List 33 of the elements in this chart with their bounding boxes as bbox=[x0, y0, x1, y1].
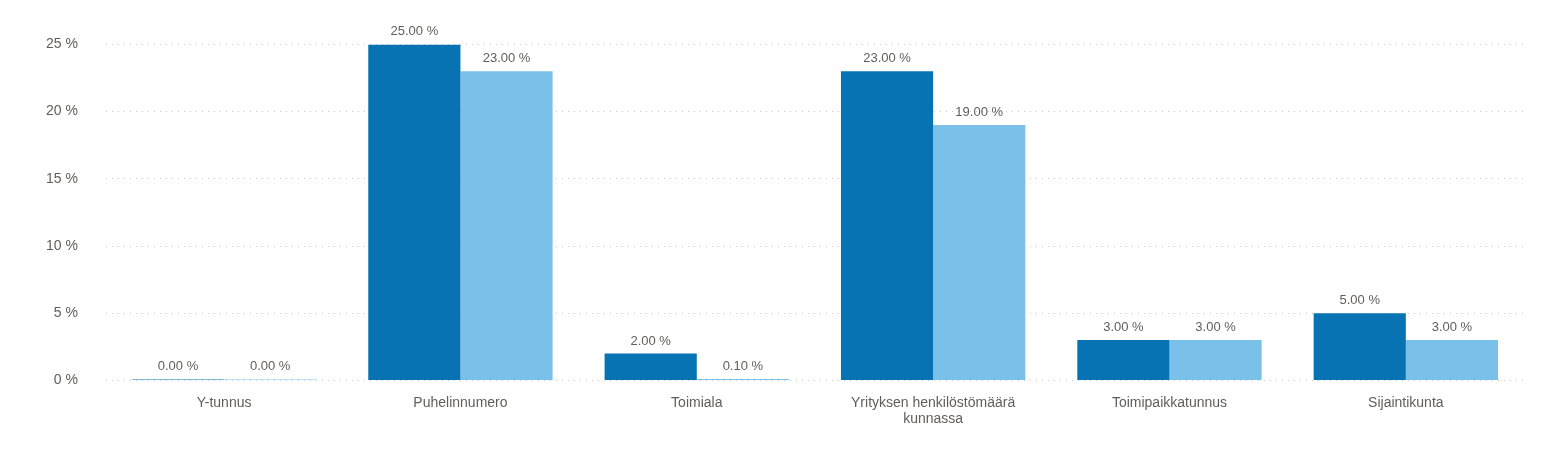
bar bbox=[1077, 340, 1170, 380]
bar bbox=[460, 71, 553, 380]
x-tick-label: Puhelinnumero bbox=[413, 393, 508, 410]
data-label: 2.00 % bbox=[630, 332, 672, 348]
data-label: 23.00 % bbox=[863, 50, 912, 66]
data-label: 23.00 % bbox=[482, 50, 531, 66]
data-label: 3.00 % bbox=[1103, 319, 1145, 335]
data-label: 0.00 % bbox=[249, 358, 291, 374]
data-label: 0.00 % bbox=[157, 358, 199, 374]
bar bbox=[1405, 340, 1498, 380]
x-tick-label: Sijaintikunta bbox=[1368, 393, 1444, 410]
data-label: 3.00 % bbox=[1431, 319, 1473, 335]
x-tick-label: Y-tunnus bbox=[196, 393, 252, 410]
data-label: 0.10 % bbox=[722, 358, 764, 374]
bar bbox=[933, 125, 1026, 380]
bar bbox=[1169, 340, 1262, 380]
y-tick-label: 10 % bbox=[45, 236, 78, 253]
y-tick-label: 15 % bbox=[45, 169, 78, 186]
y-tick-label: 20 % bbox=[45, 102, 78, 119]
data-label: 3.00 % bbox=[1195, 319, 1237, 335]
x-tick-label: Yrityksen henkilöstömäärä kunnassa bbox=[851, 393, 1016, 427]
y-tick-label: 0 % bbox=[53, 371, 78, 388]
bar bbox=[368, 44, 461, 380]
bar bbox=[840, 71, 934, 380]
x-tick-label: Toimipaikkatunnus bbox=[1111, 393, 1228, 410]
data-label: 25.00 % bbox=[390, 23, 439, 39]
data-label: 5.00 % bbox=[1339, 292, 1381, 308]
bar bbox=[1313, 313, 1406, 380]
y-tick-label: 5 % bbox=[53, 304, 78, 321]
x-tick-label: Toimiala bbox=[671, 393, 723, 410]
y-tick-label: 25 % bbox=[45, 35, 78, 52]
bar bbox=[604, 353, 697, 380]
data-label: 19.00 % bbox=[955, 104, 1004, 120]
